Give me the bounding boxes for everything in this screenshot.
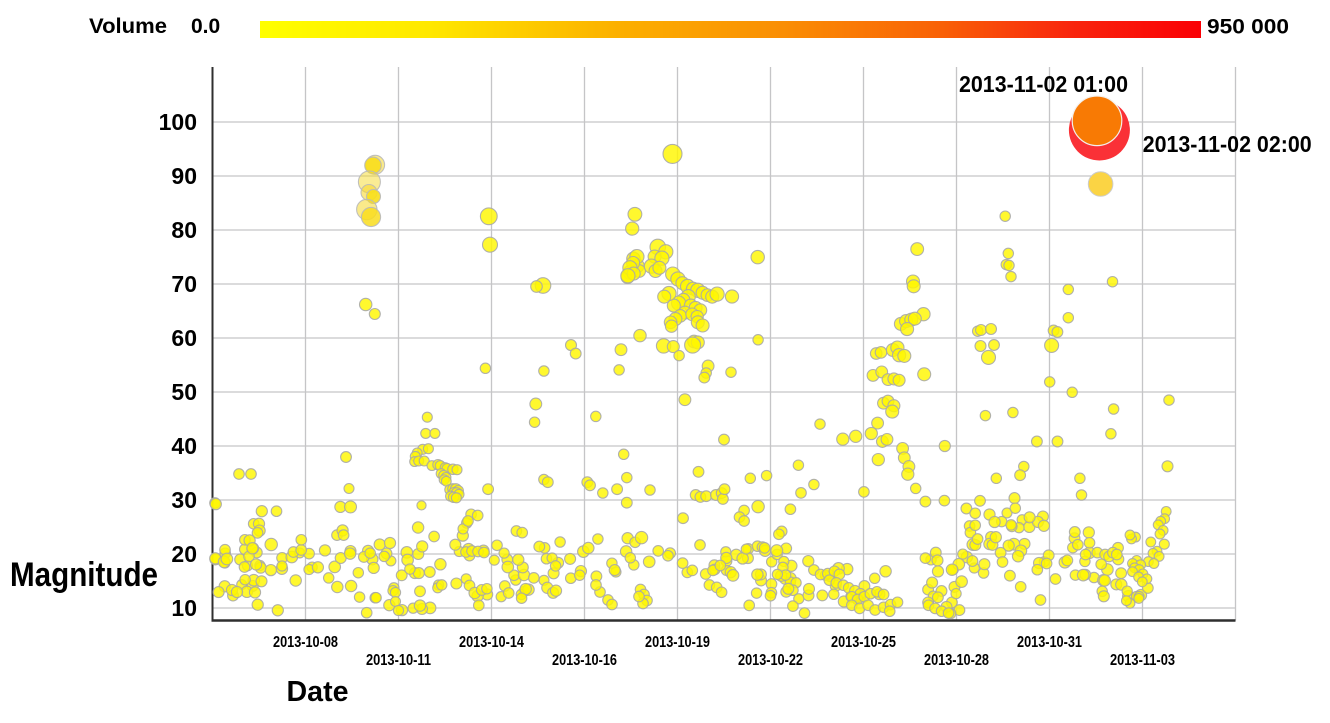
svg-text:2013-10-14: 2013-10-14 bbox=[459, 634, 524, 651]
svg-text:90: 90 bbox=[171, 163, 197, 189]
svg-text:30: 30 bbox=[171, 487, 197, 513]
svg-text:2013-11-02 02:00: 2013-11-02 02:00 bbox=[1143, 131, 1312, 157]
svg-text:Magnitude: Magnitude bbox=[10, 556, 158, 594]
svg-text:2013-10-25: 2013-10-25 bbox=[831, 634, 896, 651]
svg-text:2013-10-31: 2013-10-31 bbox=[1017, 634, 1082, 651]
svg-text:2013-10-16: 2013-10-16 bbox=[552, 652, 617, 669]
svg-text:2013-10-19: 2013-10-19 bbox=[645, 634, 710, 651]
svg-text:2013-10-28: 2013-10-28 bbox=[924, 652, 989, 669]
svg-text:20: 20 bbox=[171, 541, 197, 567]
svg-text:2013-10-11: 2013-10-11 bbox=[366, 652, 431, 669]
svg-text:2013-11-02 01:00: 2013-11-02 01:00 bbox=[959, 71, 1128, 97]
svg-text:0.0: 0.0 bbox=[191, 15, 220, 38]
svg-text:10: 10 bbox=[171, 595, 197, 621]
svg-text:2013-10-08: 2013-10-08 bbox=[273, 634, 338, 651]
svg-text:80: 80 bbox=[171, 217, 197, 243]
svg-text:950 000: 950 000 bbox=[1207, 16, 1289, 39]
svg-text:Date: Date bbox=[287, 676, 349, 708]
svg-text:70: 70 bbox=[171, 271, 197, 297]
svg-text:Volume: Volume bbox=[89, 15, 167, 38]
svg-text:100: 100 bbox=[159, 109, 197, 135]
svg-text:40: 40 bbox=[171, 433, 197, 459]
svg-text:50: 50 bbox=[171, 379, 197, 405]
svg-text:2013-11-03: 2013-11-03 bbox=[1110, 652, 1175, 669]
svg-text:60: 60 bbox=[171, 325, 197, 351]
svg-text:2013-10-22: 2013-10-22 bbox=[738, 652, 803, 669]
